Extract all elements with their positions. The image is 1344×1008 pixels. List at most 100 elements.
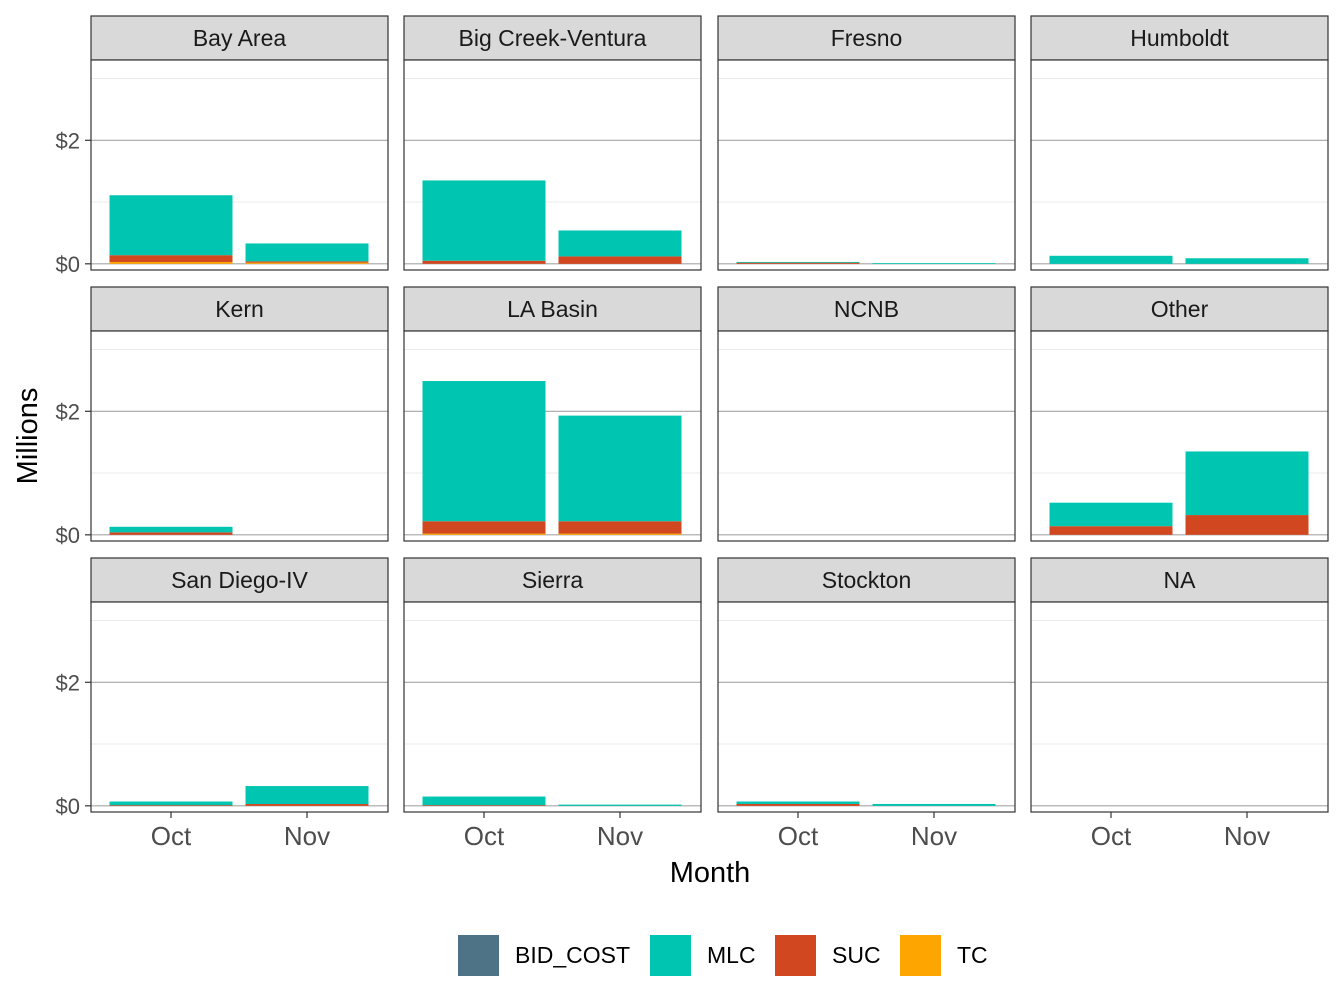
facet-panel: NCNB <box>717 286 1016 542</box>
panel-border <box>717 59 1016 271</box>
panel-border <box>717 330 1016 542</box>
y-tick-label: $0 <box>56 252 80 277</box>
y-tick-label: $0 <box>56 794 80 819</box>
x-tick-label: Nov <box>284 821 330 851</box>
bar-segment-tc <box>422 533 546 535</box>
bar-segment-suc <box>1185 515 1309 535</box>
facet-title: Big Creek-Ventura <box>459 25 647 51</box>
panel-border <box>1030 330 1329 542</box>
bar-segment-mlc <box>1049 502 1173 527</box>
y-tick-label: $0 <box>56 523 80 548</box>
y-tick-label: $2 <box>56 670 80 695</box>
bar-segment-tc <box>245 262 369 264</box>
panel-background <box>1031 602 1328 812</box>
x-tick-label: Nov <box>597 821 643 851</box>
panel-background <box>1031 60 1328 270</box>
facet-panel: Fresno <box>717 15 1016 271</box>
bar-segment-suc <box>558 521 682 534</box>
facet-title: San Diego-IV <box>171 567 308 593</box>
legend-label: TC <box>957 942 988 968</box>
facet-panel: Stockton Oct Nov <box>717 557 1016 851</box>
bar-segment-mlc <box>1049 255 1173 264</box>
legend-swatch <box>650 935 691 976</box>
facet-strip <box>1030 286 1329 332</box>
panel-background <box>91 331 388 541</box>
bar-segment-suc <box>558 256 682 264</box>
panel-background <box>404 602 701 812</box>
facet-title: Stockton <box>822 567 912 593</box>
facet-panel: Bay Area $0 $2 <box>56 15 389 277</box>
facet-panel: Other <box>1030 286 1329 542</box>
facet-panel: San Diego-IV $0 $2 Oct Nov <box>56 557 389 851</box>
bar-segment-suc <box>245 261 369 263</box>
bar-segment-suc <box>109 532 233 535</box>
bar-segment-mlc <box>422 180 546 261</box>
facet-strip <box>1030 557 1329 603</box>
bar-segment-mlc <box>872 263 996 265</box>
bar-segment-mlc <box>558 804 682 806</box>
facet-title: Kern <box>215 296 264 322</box>
legend-label: BID_COST <box>515 942 630 968</box>
facet-strip <box>717 15 1016 61</box>
bar-segment-suc <box>422 805 546 807</box>
panel-border <box>1030 601 1329 813</box>
bar-segment-mlc <box>1185 451 1309 516</box>
facet-strip <box>90 286 389 332</box>
legend-label: MLC <box>707 942 756 968</box>
facet-strip <box>717 557 1016 603</box>
bar-segment-mlc <box>422 381 546 522</box>
x-tick-label: Oct <box>778 821 819 851</box>
bar-segment-mlc <box>558 415 682 522</box>
bar-segment-suc <box>1049 526 1173 535</box>
x-tick-label: Nov <box>911 821 957 851</box>
facet-title: NCNB <box>834 296 899 322</box>
legend-item: MLC <box>650 935 756 976</box>
bar-segment-suc <box>109 805 233 807</box>
bar-segment-suc <box>422 260 546 264</box>
bar-segment-suc <box>736 262 860 264</box>
facet-title: Bay Area <box>193 25 287 51</box>
x-tick-label: Nov <box>1224 821 1270 851</box>
bar-segment-mlc <box>245 786 369 804</box>
facet-title: Humboldt <box>1130 25 1229 51</box>
x-tick-label: Oct <box>151 821 192 851</box>
legend-item: SUC <box>775 935 881 976</box>
panel-background <box>718 602 1015 812</box>
bar-segment-suc <box>422 521 546 534</box>
panel-border <box>90 601 389 813</box>
bar-segment-tc <box>109 261 233 264</box>
facet-panel: Big Creek-Ventura <box>403 15 702 271</box>
axis-titles: Month Millions <box>12 388 750 889</box>
panel-background <box>718 60 1015 270</box>
y-axis-title: Millions <box>12 388 44 485</box>
legend-swatch <box>458 935 499 976</box>
panel-background <box>91 602 388 812</box>
facet-title: Other <box>1151 296 1209 322</box>
facet-strip <box>403 286 702 332</box>
bar-segment-tc <box>558 533 682 535</box>
panel-border <box>90 330 389 542</box>
facet-title: Fresno <box>831 25 903 51</box>
facet-title: NA <box>1164 567 1197 593</box>
bar-segment-mlc <box>422 796 546 806</box>
facet-strip <box>1030 15 1329 61</box>
bar-segment-suc <box>245 803 369 806</box>
facet-strip <box>717 286 1016 332</box>
facet-panels: Bay Area $0 $2 Big Creek-Ventura Fresno Humbo… <box>56 15 1329 851</box>
panel-border <box>403 59 702 271</box>
bar-segment-mlc <box>109 801 233 806</box>
panel-border <box>90 59 389 271</box>
bar-segment-mlc <box>1185 258 1309 264</box>
panel-border <box>403 330 702 542</box>
bar-segment-mlc <box>109 195 233 256</box>
facet-panel: Sierra Oct Nov <box>403 557 702 851</box>
legend-item: TC <box>900 935 988 976</box>
legend-swatch <box>900 935 941 976</box>
panel-border <box>403 601 702 813</box>
bar-segment-suc <box>109 255 233 262</box>
y-tick-label: $2 <box>56 399 80 424</box>
bar-segment-mlc <box>872 803 996 806</box>
x-axis-title: Month <box>670 857 751 889</box>
panel-background <box>718 331 1015 541</box>
